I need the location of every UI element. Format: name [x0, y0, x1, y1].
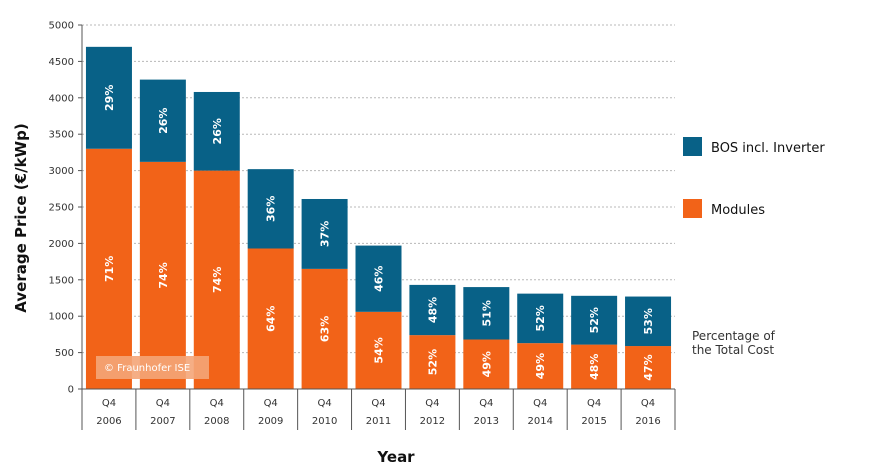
- y-tick-label: 500: [55, 348, 74, 359]
- bar-bos-2008: [193, 91, 240, 171]
- y-tick-label: 2500: [49, 203, 74, 214]
- x-year-label: 2011: [366, 416, 391, 427]
- x-quarter-label: Q4: [587, 398, 601, 409]
- copyright-text: © Fraunhofer ISE: [104, 363, 190, 374]
- bar-modules-2014: [517, 343, 564, 389]
- x-quarter-label: Q4: [425, 398, 439, 409]
- data-label-modules-2015: 48%: [588, 354, 601, 380]
- y-axis-ticks: 0 500 1000 1500 2000 2500 3000 3500 4000 4500 5000: [49, 21, 83, 396]
- bar-bos-2014: [517, 293, 564, 344]
- bar-bos-2006: [85, 46, 132, 149]
- bar-modules-2015: [571, 344, 618, 389]
- legend-label-modules: Modules: [711, 203, 765, 218]
- data-label-bos-2008: 26%: [211, 118, 224, 144]
- data-label-modules-2012: 52%: [426, 349, 439, 375]
- x-year-label: 2015: [581, 416, 606, 427]
- x-year-label: 2006: [96, 416, 121, 427]
- bar-modules-2013: [463, 339, 510, 389]
- note-line: Percentage of: [692, 329, 776, 343]
- y-tick-label: 1000: [49, 312, 74, 323]
- y-tick-label: 3500: [49, 130, 74, 141]
- y-tick-label: 4000: [49, 93, 74, 104]
- bar-modules-2008: [193, 170, 240, 389]
- legend: BOS incl. Inverter Modules: [683, 137, 825, 218]
- bar-bos-2015: [571, 295, 618, 345]
- bar-bos-2007: [139, 79, 186, 162]
- x-quarter-label: Q4: [533, 398, 547, 409]
- bar-modules-2007: [139, 161, 186, 389]
- data-label-bos-2013: 51%: [480, 300, 493, 326]
- x-year-label: 2010: [312, 416, 337, 427]
- legend-swatch-bos: [683, 137, 702, 156]
- data-label-bos-2016: 53%: [642, 308, 655, 334]
- x-year-label: 2007: [150, 416, 175, 427]
- data-label-bos-2010: 37%: [319, 221, 332, 247]
- x-year-label: 2012: [420, 416, 445, 427]
- y-tick-label: 5000: [49, 21, 74, 32]
- bar-bos-2010: [301, 198, 348, 269]
- x-axis-categories: Q4 2006 Q4 2007 Q4 2008 Q4 2009 Q4 2010 Q4 2011 Q4 20…: [81, 388, 676, 430]
- data-label-modules-2013: 49%: [480, 351, 493, 377]
- data-label-modules-2014: 49%: [534, 353, 547, 379]
- x-axis-title: Year: [376, 448, 415, 466]
- data-label-modules-2008: 74%: [211, 267, 224, 293]
- bar-modules-2011: [355, 311, 402, 389]
- x-quarter-label: Q4: [156, 398, 170, 409]
- bars: 71% 29% 74% 26% 74% 26% 64% 36% 63% 37% 54% 46% 52% 4…: [85, 46, 672, 389]
- data-label-modules-2006: 71%: [103, 256, 116, 282]
- y-tick-label: 3000: [49, 166, 74, 177]
- note-line: the Total Cost: [692, 343, 774, 357]
- x-year-label: 2008: [204, 416, 229, 427]
- bar-bos-2012: [409, 284, 456, 336]
- x-quarter-label: Q4: [264, 398, 278, 409]
- y-tick-label: 4500: [49, 57, 74, 68]
- legend-swatch-modules: [683, 199, 702, 218]
- data-label-bos-2012: 48%: [426, 297, 439, 323]
- data-label-modules-2007: 74%: [157, 262, 170, 288]
- bar-bos-2011: [355, 245, 402, 312]
- data-label-modules-2011: 54%: [373, 337, 386, 363]
- y-tick-label: 0: [68, 385, 74, 396]
- bar-bos-2016: [625, 296, 672, 347]
- bar-modules-2006: [85, 148, 132, 389]
- x-quarter-label: Q4: [479, 398, 493, 409]
- data-label-bos-2006: 29%: [103, 85, 116, 111]
- y-tick-label: 2000: [49, 239, 74, 250]
- y-axis-title: Average Price (€/kWp): [12, 123, 30, 312]
- percentage-note: Percentage of the Total Cost: [692, 329, 776, 357]
- x-quarter-label: Q4: [210, 398, 224, 409]
- bar-bos-2013: [463, 287, 510, 340]
- data-label-modules-2016: 47%: [642, 354, 655, 380]
- data-label-bos-2015: 52%: [588, 307, 601, 333]
- data-label-bos-2014: 52%: [534, 305, 547, 331]
- x-year-label: 2016: [635, 416, 660, 427]
- x-quarter-label: Q4: [371, 398, 385, 409]
- bar-modules-2009: [247, 248, 294, 389]
- x-year-label: 2014: [528, 416, 553, 427]
- bar-bos-2009: [247, 169, 294, 249]
- bar-modules-2016: [625, 346, 672, 389]
- x-quarter-label: Q4: [641, 398, 655, 409]
- x-quarter-label: Q4: [102, 398, 116, 409]
- data-label-modules-2010: 63%: [319, 316, 332, 342]
- legend-label-bos: BOS incl. Inverter: [711, 141, 825, 156]
- data-label-modules-2009: 64%: [265, 306, 278, 332]
- x-year-label: 2009: [258, 416, 283, 427]
- bar-modules-2012: [409, 335, 456, 389]
- data-label-bos-2007: 26%: [157, 108, 170, 134]
- data-label-bos-2009: 36%: [265, 196, 278, 222]
- copyright-badge: © Fraunhofer ISE: [96, 356, 209, 379]
- x-year-label: 2013: [474, 416, 499, 427]
- copyright-background: [96, 356, 209, 379]
- bar-modules-2010: [301, 268, 348, 389]
- y-tick-label: 1500: [49, 275, 74, 286]
- x-quarter-label: Q4: [317, 398, 331, 409]
- data-label-bos-2011: 46%: [373, 266, 386, 292]
